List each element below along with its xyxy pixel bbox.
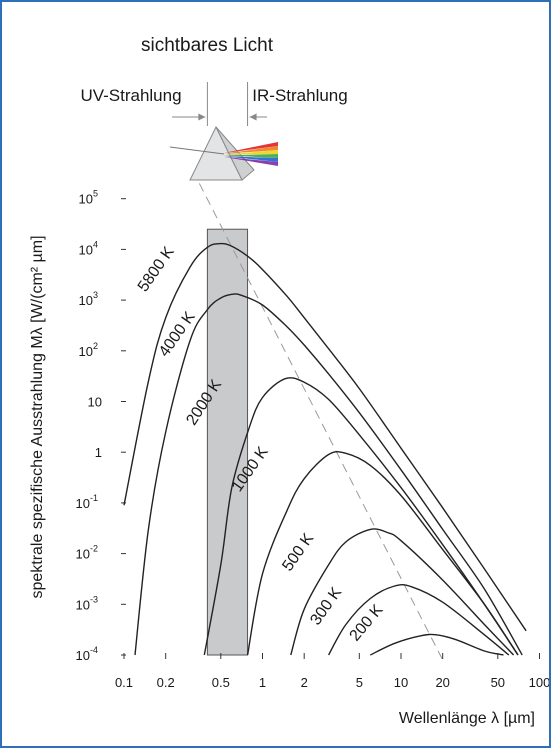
- uv-arrow-head: [198, 113, 206, 121]
- y-tick-label: 104: [79, 239, 98, 257]
- y-tick-label: 105: [79, 189, 98, 207]
- y-tick-exponent: -1: [90, 493, 98, 503]
- x-tick-label: 10: [394, 675, 408, 690]
- prism-side: [215, 126, 255, 181]
- x-tick-label: 20: [435, 675, 449, 690]
- x-tick-label: 5: [356, 675, 363, 690]
- uv-region-label: UV-Strahlung: [80, 86, 181, 105]
- spectrum-band: [224, 154, 278, 158]
- curve-label: 500 K: [279, 530, 317, 574]
- curve-500k: [290, 528, 515, 656]
- y-tick-exponent: 4: [93, 239, 98, 249]
- x-tick-label: 2: [301, 675, 308, 690]
- x-tick-label: 50: [491, 675, 505, 690]
- curve-5800k: [123, 242, 527, 632]
- y-tick-label: 10-3: [76, 594, 98, 612]
- light-beam: [169, 146, 225, 155]
- y-tick-label: 102: [79, 341, 98, 359]
- ir-arrow-head: [249, 113, 257, 121]
- ir-region-label: IR-Strahlung: [252, 86, 347, 105]
- y-tick-label: 1: [95, 445, 102, 460]
- y-tick-exponent: -4: [90, 645, 98, 655]
- y-tick-label: 10-1: [76, 493, 98, 511]
- y-tick-exponent: -3: [90, 594, 98, 604]
- chart-title: sichtbares Licht: [141, 35, 274, 56]
- curve-200k: [369, 633, 504, 656]
- spectrum-band: [224, 156, 278, 162]
- x-tick-label: 0.1: [115, 675, 133, 690]
- y-tick-exponent: 3: [93, 290, 98, 300]
- x-axis-label: Wellenlänge λ [µm]: [399, 710, 535, 727]
- y-tick-label: 10-2: [76, 544, 98, 562]
- y-tick-exponent: -2: [90, 544, 98, 554]
- spectrum-band: [224, 157, 278, 166]
- spectrum-band: [224, 142, 278, 153]
- spectrum-band: [224, 150, 278, 155]
- curve-label: 200 K: [347, 601, 387, 644]
- y-tick-exponent: 5: [93, 189, 98, 199]
- curve-label: 5800 K: [135, 244, 178, 296]
- y-tick-exponent: 2: [93, 341, 98, 351]
- curve-2000k: [203, 377, 519, 656]
- y-tick-label: 10: [88, 395, 102, 410]
- curve-300k: [327, 583, 510, 656]
- curve-1000k: [246, 450, 519, 656]
- x-tick-label: 0.2: [157, 675, 175, 690]
- y-tick-label: 103: [79, 290, 98, 308]
- x-tick-label: 100: [529, 675, 549, 690]
- y-axis-label: spektrale spezifische Ausstrahlung Mλ [W…: [29, 235, 46, 598]
- x-tick-label: 0.5: [212, 675, 230, 690]
- spectrum-band: [224, 146, 278, 154]
- x-tick-label: 1: [259, 675, 266, 690]
- curve-4000k: [134, 293, 523, 656]
- y-tick-label: 10-4: [76, 645, 98, 663]
- visible-light-band: [206, 228, 249, 656]
